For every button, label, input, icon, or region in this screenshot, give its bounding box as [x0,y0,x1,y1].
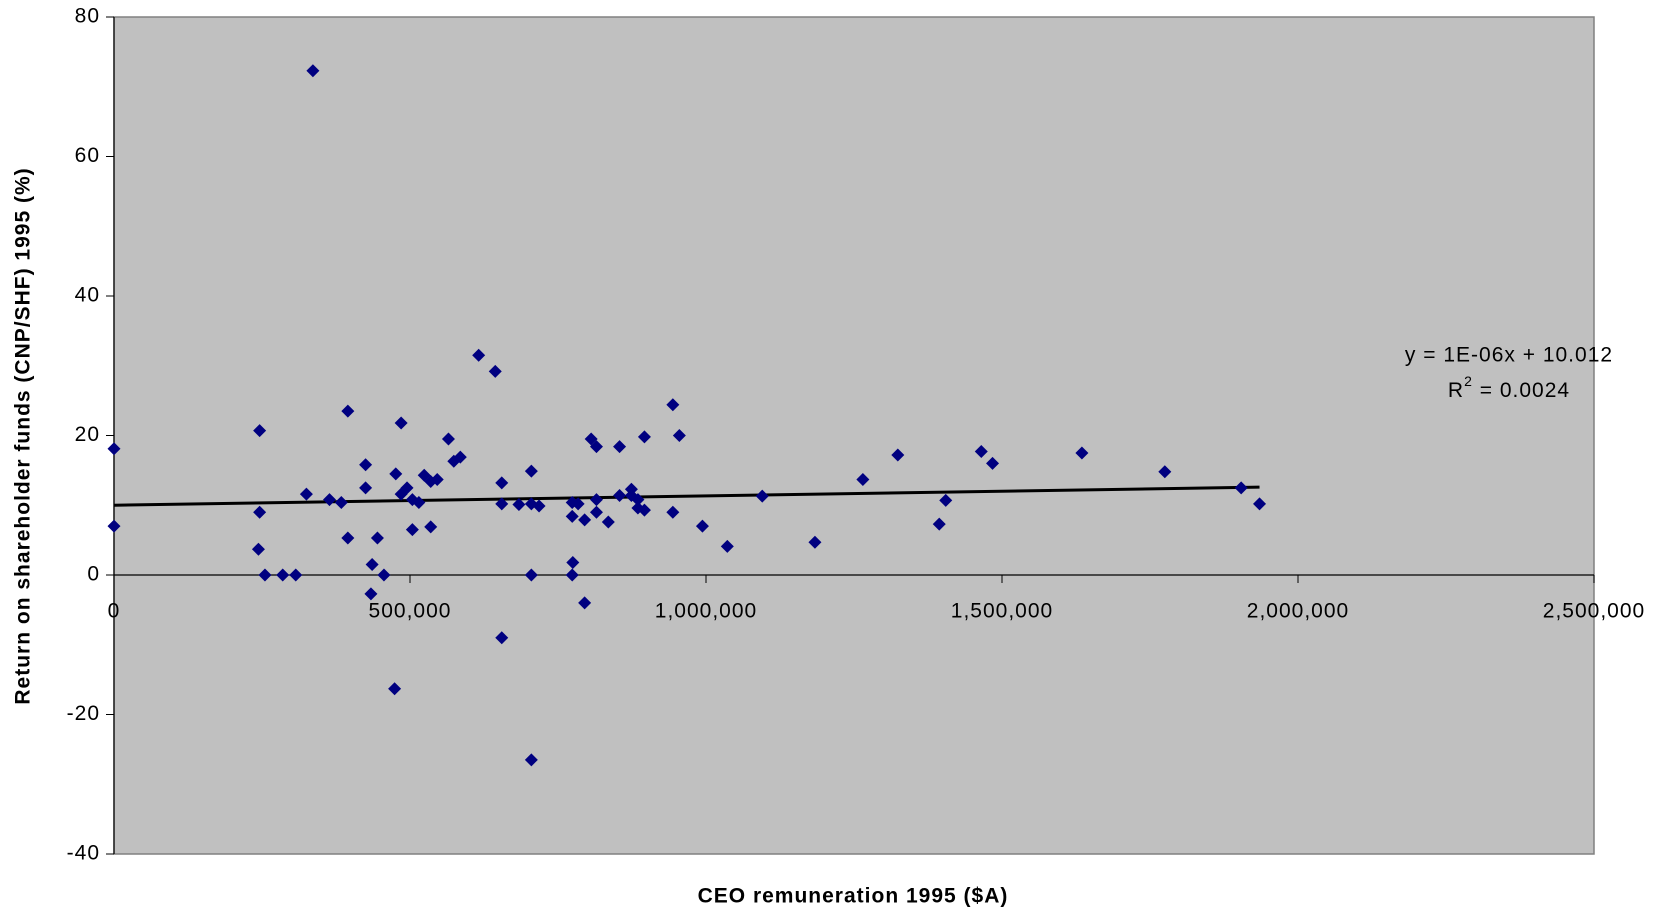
point [107,442,121,456]
plot-area [113,16,1595,855]
point [589,493,603,507]
point [388,682,402,696]
point [389,467,403,481]
point [341,404,355,418]
point [571,497,585,511]
point [672,429,686,442]
point [495,497,509,511]
point [524,464,538,478]
point [578,513,592,527]
x-tick-label: 1,000,000 [655,600,757,623]
point [107,519,121,533]
point [453,450,467,464]
point [601,515,615,529]
point [613,440,627,454]
y-tick-label: 60 [75,144,100,167]
point [365,558,379,572]
x-tick-label: 0 [108,600,121,623]
point [755,489,769,503]
point [566,555,580,569]
point [532,499,546,513]
r-squared-sup: 2 [1464,373,1473,389]
y-tick-label: 0 [87,563,100,586]
point [565,509,579,523]
r-squared: R2 = 0.0024 [1448,373,1570,402]
point [251,542,265,556]
point [1158,465,1172,479]
trendline [113,485,1260,507]
point [334,495,348,509]
point [394,416,408,430]
point [400,481,414,495]
point [589,440,603,454]
point [856,472,870,486]
trend-equation: y = 1E-06x + 10.012 [1405,344,1613,367]
point [584,432,598,446]
point [488,364,502,378]
r-squared-suffix: = 0.0024 [1473,379,1570,402]
point [276,568,290,582]
x-tick-label: 1,500,000 [951,600,1053,623]
point [441,432,455,446]
point [589,505,603,519]
point [253,505,267,519]
point [565,568,579,582]
point [405,523,419,537]
y-tick-label: 80 [75,5,100,28]
point [341,531,355,545]
point [939,493,953,507]
point [974,445,988,459]
point [986,456,1000,470]
point [932,517,946,531]
point [377,568,391,582]
x-tick-label: 2,500,000 [1543,600,1645,623]
point [524,568,538,582]
y-tick-label: -20 [67,702,100,725]
x-tick-label: 500,000 [369,600,452,623]
x-axis-title: CEO remuneration 1995 ($A) [698,885,1009,908]
y-tick-label: -40 [67,842,100,865]
point [370,531,384,545]
point [666,505,680,519]
point [424,520,438,534]
point [637,503,651,517]
point [412,495,426,509]
point [631,493,645,507]
point [524,753,538,767]
point [359,481,373,495]
point [258,568,272,582]
point [637,430,651,444]
point [613,488,627,502]
point [720,539,734,553]
y-tick-label: 20 [75,423,100,446]
point [472,348,486,362]
point [430,472,444,486]
point [578,596,592,610]
r-squared-prefix: R [1448,379,1464,402]
point [364,587,378,601]
point [306,64,320,78]
point [891,448,905,462]
point [1234,481,1248,495]
point [495,631,509,645]
point [495,476,509,490]
point [808,535,822,549]
point [359,458,373,472]
point [289,568,303,582]
point [1253,497,1267,511]
point [666,398,680,412]
x-tick-label: 2,000,000 [1247,600,1349,623]
point [322,493,336,507]
point [253,424,267,438]
y-axis-title: Return on shareholder funds (CNP/SHF) 19… [12,167,35,704]
point [512,498,526,512]
point [299,487,313,501]
y-tick-label: 40 [75,284,100,307]
point [1075,446,1089,460]
point [695,519,709,533]
